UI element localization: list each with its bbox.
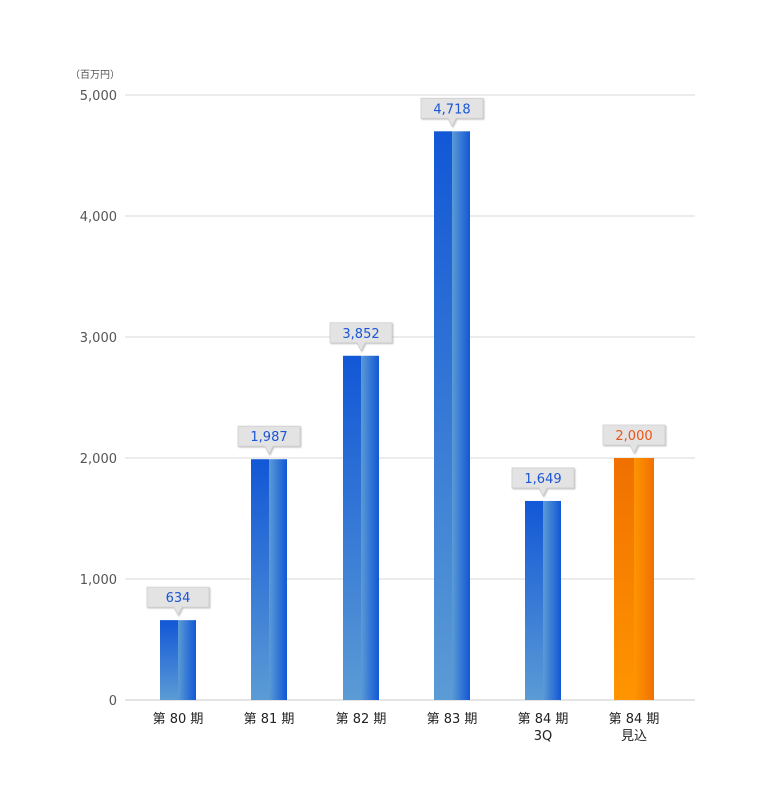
data-label-callout [511,467,575,497]
bar-left-face [525,500,543,700]
bar [434,131,470,701]
data-label-box [511,467,575,497]
data-label-box [602,424,666,454]
bar-left-face [343,355,361,700]
data-label-box [329,322,393,352]
data-label-box [146,586,210,617]
x-tick-label: 第 84 期 [518,712,569,727]
bar-left-face [251,459,269,700]
bar-right-face [452,131,470,701]
bar-right-face [634,458,654,700]
data-label: 634 [166,591,191,606]
data-label-callout [329,322,393,352]
bar [525,500,561,700]
bar [614,458,654,700]
bar-right-face [543,500,561,700]
bar-left-face [434,131,452,701]
bar [251,459,287,700]
data-label-box [420,97,484,128]
bar [343,355,379,700]
y-tick-label: 3,000 [80,331,117,346]
y-axis-unit-label: （百万円） [70,69,120,81]
data-label: 2,000 [615,429,652,444]
x-tick-label: 第 82 期 [336,712,387,727]
bar-right-face [269,459,287,700]
data-label-callout [237,425,301,456]
x-tick-label: 見込 [621,729,647,744]
y-tick-label: 2,000 [80,452,117,467]
data-label: 1,987 [250,430,287,445]
x-tick-label: 第 81 期 [244,712,295,727]
bar-right-face [361,355,379,700]
x-tick-label: 第 83 期 [427,712,478,727]
data-label-callout [146,586,210,617]
bar-left-face [614,458,634,700]
x-tick-label: 第 80 期 [153,712,204,727]
x-tick-label: 3Q [534,729,553,744]
data-label-callout [602,424,666,454]
bar-right-face [178,620,196,700]
data-label: 3,852 [342,327,379,342]
data-label-callout [420,97,484,128]
data-label-box [237,425,301,456]
data-label: 1,649 [524,472,561,487]
x-tick-label: 第 84 期 [609,712,660,727]
y-tick-label: 0 [109,694,117,709]
y-tick-label: 4,000 [80,210,117,225]
bar-left-face [160,620,178,700]
y-tick-label: 5,000 [80,89,117,104]
data-label: 4,718 [433,102,470,117]
y-tick-label: 1,000 [80,573,117,588]
bar [160,620,196,700]
